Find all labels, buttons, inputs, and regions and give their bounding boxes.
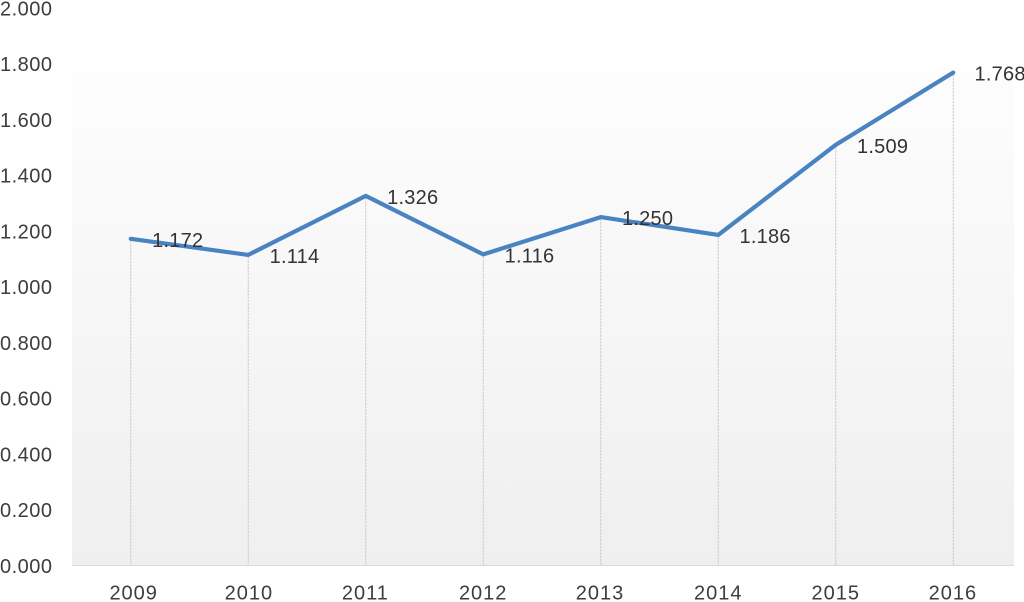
svg-text:2011: 2011 — [342, 583, 389, 602]
svg-text:1.800: 1.800 — [0, 54, 53, 76]
svg-text:0.000: 0.000 — [0, 556, 53, 578]
svg-text:2.000: 2.000 — [0, 0, 53, 20]
svg-text:1.200: 1.200 — [0, 221, 53, 243]
svg-text:2010: 2010 — [225, 583, 274, 602]
svg-text:0.200: 0.200 — [0, 500, 53, 522]
svg-text:1.250: 1.250 — [622, 208, 673, 230]
svg-text:0.600: 0.600 — [0, 389, 53, 411]
svg-text:2014: 2014 — [694, 583, 743, 602]
svg-text:0.800: 0.800 — [0, 333, 53, 355]
svg-text:1.000: 1.000 — [0, 277, 53, 299]
svg-text:1.600: 1.600 — [0, 110, 53, 132]
svg-text:1.116: 1.116 — [505, 245, 555, 267]
svg-text:1.400: 1.400 — [0, 166, 53, 188]
svg-text:1.326: 1.326 — [387, 187, 438, 209]
svg-text:1.114: 1.114 — [270, 246, 320, 268]
svg-text:2013: 2013 — [576, 583, 625, 602]
svg-text:0.400: 0.400 — [0, 444, 53, 466]
svg-text:2016: 2016 — [929, 583, 978, 602]
svg-text:2009: 2009 — [109, 583, 158, 602]
svg-text:2012: 2012 — [459, 583, 508, 602]
svg-text:1.509: 1.509 — [857, 136, 908, 158]
svg-text:1.172: 1.172 — [152, 230, 203, 252]
svg-text:1.768: 1.768 — [975, 64, 1024, 86]
svg-text:1.186: 1.186 — [740, 226, 791, 248]
svg-text:2015: 2015 — [812, 583, 861, 602]
